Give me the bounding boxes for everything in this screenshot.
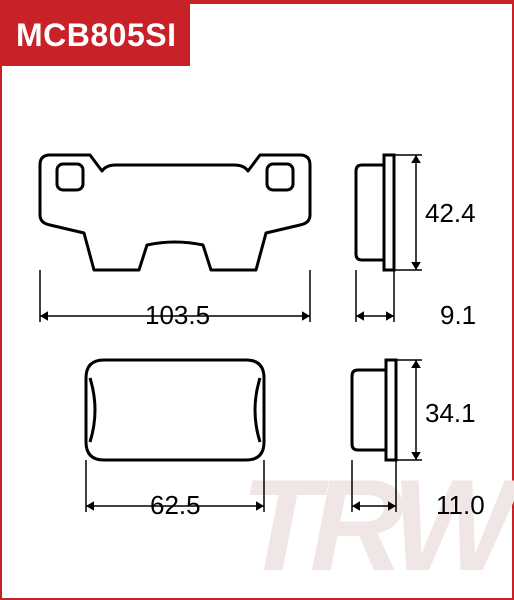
dim-width_bottom: 62.5 — [150, 490, 201, 521]
dim-width_top: 103.5 — [145, 300, 210, 331]
dim-thick_top: 9.1 — [440, 300, 476, 331]
dim-thick_bottom: 11.0 — [436, 490, 485, 521]
dim-height_top: 42.4 — [425, 198, 476, 229]
dim-height_bottom: 34.1 — [425, 398, 476, 429]
